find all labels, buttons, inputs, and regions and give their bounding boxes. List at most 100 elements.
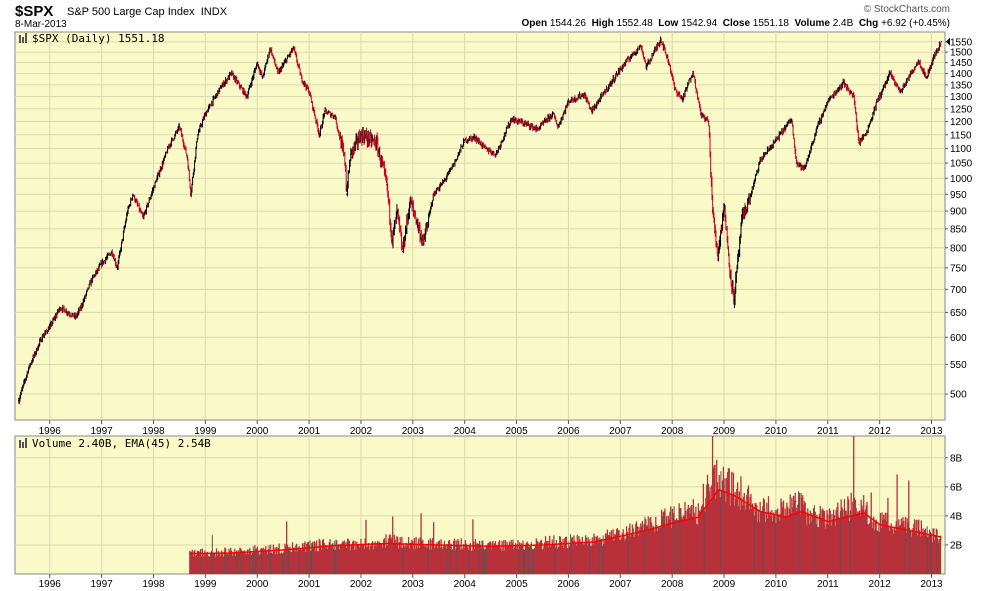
price-point [604, 91, 606, 93]
price-point [401, 251, 404, 253]
price-x-tick-label: 2009 [713, 426, 736, 437]
price-up-bars [18, 36, 940, 405]
price-point [230, 72, 232, 75]
price-y-tick-label: 550 [950, 360, 967, 371]
volume-x-tick-label: 2000 [246, 579, 269, 590]
price-point [256, 62, 258, 64]
price-x-tick-label: 2008 [661, 426, 684, 437]
volume-x-tick-label: 2005 [505, 579, 528, 590]
price-point [111, 251, 113, 253]
price-point [453, 162, 455, 164]
price-point [876, 100, 878, 103]
price-point [220, 86, 222, 88]
price-y-tick-label: 750 [950, 263, 967, 274]
price-point [152, 187, 155, 189]
price-series [18, 36, 942, 405]
price-point [712, 210, 714, 212]
price-point [827, 100, 829, 103]
volume-y-tick-label: 6B [950, 482, 963, 493]
price-point [308, 91, 310, 93]
price-x-tick-label: 2012 [869, 426, 892, 437]
price-point [728, 263, 730, 265]
brand-logo[interactable]: © StockCharts.com [863, 4, 950, 15]
price-x-tick-label: 2011 [817, 426, 839, 437]
volume-y-tick-label: 8B [950, 453, 963, 464]
price-point [591, 110, 593, 112]
volume-point [593, 540, 595, 542]
price-point [28, 366, 30, 368]
volume-point [308, 545, 310, 547]
price-point [940, 41, 942, 43]
price-y-tick-label: 500 [950, 390, 967, 401]
high-value: 1552.48 [616, 18, 653, 29]
price-x-tick-label: 2013 [920, 426, 943, 437]
volume-point [827, 518, 829, 520]
volume-point [858, 503, 860, 505]
price-x-tick-label: 2005 [505, 426, 528, 437]
price-y-tick-label: 1150 [950, 130, 972, 141]
price-point [917, 59, 920, 62]
volume-point [940, 538, 942, 540]
price-point [422, 243, 424, 245]
volume-y-tick-label: 2B [950, 540, 963, 551]
price-y-tick-label: 1400 [950, 69, 973, 80]
price-x-tick-label: 2007 [609, 426, 632, 437]
price-point [910, 72, 912, 75]
price-panel: 500 550 600 650 700 750 800 850 900 950 1000 1050 11… [14, 31, 973, 437]
volume-point [567, 541, 569, 543]
volume-point [386, 541, 388, 543]
price-point [432, 193, 435, 195]
volume-point [671, 518, 673, 520]
volume-point [645, 525, 647, 527]
price-point [674, 88, 676, 91]
price-point [707, 120, 710, 123]
price-point [277, 72, 279, 75]
price-point [749, 196, 751, 199]
volume-x-tick-label: 2002 [350, 579, 373, 590]
price-point [552, 113, 554, 115]
volume-point [697, 512, 699, 514]
price-point [269, 47, 271, 49]
price-y-tick-label: 950 [950, 190, 967, 201]
price-point [360, 134, 362, 136]
price-point [733, 299, 735, 301]
ema-line [189, 488, 942, 555]
price-point [59, 307, 61, 309]
price-point [246, 96, 248, 98]
price-x-tick-label: 2003 [402, 426, 425, 437]
bar-chart-icon [19, 438, 27, 448]
volume-point [806, 515, 808, 517]
price-point [375, 142, 378, 144]
volume-x-tick-label: 2011 [817, 579, 839, 590]
price-point [75, 316, 77, 318]
quote-summary: Open 1544.26 High 1552.48 Low 1542.94 Cl… [521, 18, 951, 29]
open-value: 1544.26 [549, 18, 586, 29]
price-y-tick-label: 1500 [950, 48, 973, 59]
price-point [49, 326, 51, 328]
price-point [557, 126, 559, 128]
price-point [700, 113, 702, 115]
volume-x-tick-label: 2004 [454, 579, 477, 590]
price-point [889, 72, 891, 75]
volume-point [796, 500, 798, 502]
volume-x-tick-label: 1997 [90, 579, 113, 590]
price-point [816, 126, 819, 128]
volume-x-tick-label: 2008 [661, 579, 684, 590]
price-y-tick-label: 900 [950, 207, 967, 218]
price-point [261, 77, 264, 79]
price-point [132, 193, 134, 195]
price-gridlines [15, 32, 945, 420]
as-of-date: 8-Mar-2013 [15, 19, 67, 30]
price-x-tick-label: 2004 [454, 426, 477, 437]
price-point [196, 134, 199, 136]
price-point [933, 55, 935, 57]
volume-point [713, 479, 715, 481]
price-point [495, 153, 497, 155]
price-y-tick-label: 1050 [950, 159, 973, 170]
price-point [484, 148, 487, 150]
price-point [474, 136, 476, 139]
change-value: +6.92 (+0.45%) [881, 18, 950, 29]
price-point [866, 131, 868, 133]
volume-y-axis: 2B 4B 6B 8B [945, 453, 963, 551]
volume-x-tick-label: 2012 [869, 579, 892, 590]
